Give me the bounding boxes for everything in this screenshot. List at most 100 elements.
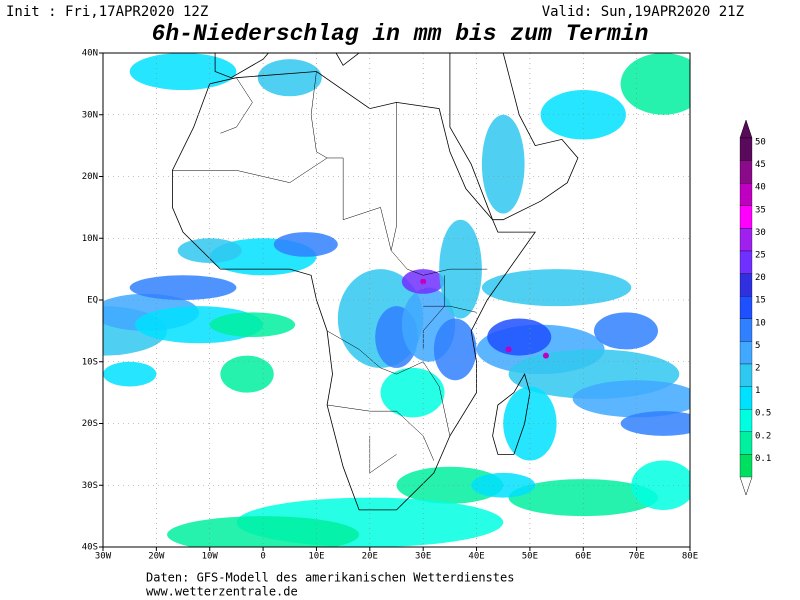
precip-core [420,278,427,285]
lat-label: 40S [82,543,98,553]
legend-swatch [739,183,753,206]
precip-area [433,318,477,381]
legend-swatch [739,409,753,432]
website: www.wetterzentrale.de [146,585,298,599]
precip-area [593,312,658,350]
legend-swatch [739,228,753,252]
legend-swatch [739,454,753,478]
init-time: Init : Fri,17APR2020 12Z [6,4,208,20]
precip-area [620,411,690,436]
lon-label: 10W [202,552,219,562]
coastline [214,53,269,79]
legend-label: 0.5 [755,409,771,419]
precip-area [129,275,237,300]
legend-label: 20 [755,273,766,283]
coastline [449,53,579,221]
legend-swatch [739,137,753,161]
legend-label: 10 [755,318,766,328]
lon-label: 0 [260,552,265,562]
border [423,305,477,313]
precip-area [220,355,274,393]
lat-label: 40N [82,49,98,59]
lon-label: 40E [468,552,484,562]
legend-label: 15 [755,296,766,306]
lat-label: 10S [82,357,98,367]
precip-core [542,352,549,359]
coastline [492,373,531,455]
legend-label: 35 [755,205,766,215]
lat-label: EQ [87,296,98,306]
legend-label: 1 [755,386,760,396]
legend-swatch [739,386,753,410]
precip-area [508,479,658,517]
precip-area [103,361,157,387]
border [327,330,451,436]
precip-area [487,318,552,356]
lat-label: 30N [82,110,98,120]
border [422,275,445,350]
border [310,71,328,159]
legend-label: 45 [755,160,766,170]
lat-label: 10N [82,234,98,244]
lon-label: 70E [629,552,645,562]
legend-label: 5 [755,341,760,351]
border [369,435,397,474]
legend-swatch [739,363,753,387]
valid-time: Valid: Sun,19APR2020 21Z [542,4,744,20]
legend-tail [739,476,753,496]
precip-area [177,238,242,263]
precip-area [620,53,690,115]
coastline [335,53,360,66]
precip-area [631,460,690,510]
coastline [172,71,536,511]
precip-area [572,380,690,418]
precip-area [257,59,322,97]
lon-label: 20W [148,552,165,562]
legend-label: 40 [755,183,766,193]
precip-area [380,367,445,418]
precip-area [481,114,525,214]
lat-label: 30S [82,481,98,491]
legend-swatch [739,250,753,274]
lon-label: 30E [415,552,431,562]
precip-core [505,346,512,353]
legend-label: 50 [755,138,766,148]
precip-area [167,516,360,547]
legend-swatch [739,205,753,229]
legend-swatch [739,296,753,319]
precip-area [273,232,338,257]
legend-swatch [739,431,753,455]
legend-label: 0.2 [755,431,771,441]
border [327,404,435,461]
legend-swatch [739,273,753,297]
lon-label: 30W [95,552,112,562]
legend-label: 30 [755,228,766,238]
precip-area [396,466,504,504]
map-content [103,53,690,547]
data-source: Daten: GFS-Modell des amerikanischen Wet… [146,571,514,585]
lon-label: 80E [682,552,698,562]
map-title: 6h-Niederschlag in mm bis zum Termin [152,21,649,47]
lat-label: 20N [82,172,98,182]
legend-label: 2 [755,364,760,374]
lon-label: 10E [308,552,324,562]
legend-label: 25 [755,251,766,261]
legend-swatch [739,160,753,184]
legend-swatch [739,341,753,365]
legend-swatch [739,318,753,342]
lon-label: 20E [362,552,378,562]
legend-arrow [739,119,753,139]
precip-area [481,269,632,307]
border [172,157,344,220]
precip-area [209,312,296,338]
map-area [103,53,690,547]
lon-label: 60E [575,552,591,562]
precip-area [129,53,237,91]
border [220,77,253,134]
legend-label: 0.1 [755,454,771,464]
lat-label: 20S [82,419,98,429]
border [343,207,488,276]
lon-label: 50E [522,552,538,562]
